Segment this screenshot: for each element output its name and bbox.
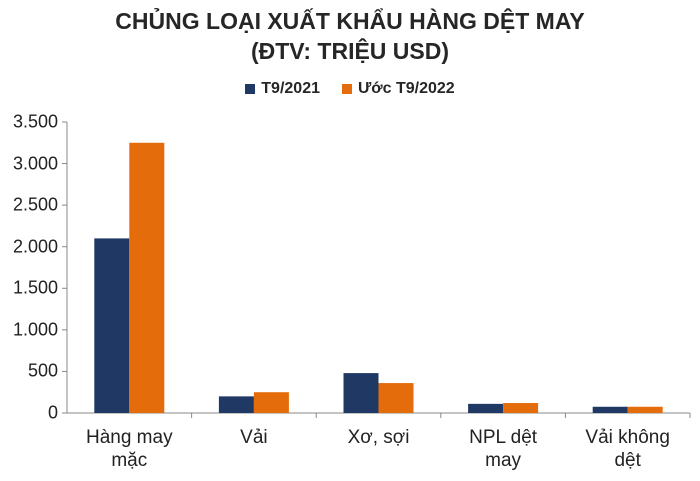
bar <box>503 403 539 413</box>
y-tick-label: 1.000 <box>12 319 58 340</box>
bar <box>94 238 130 413</box>
legend: T9/2021 Ước T9/2022 <box>0 80 700 98</box>
y-tick-label: 3.500 <box>12 111 58 132</box>
bar <box>627 406 663 413</box>
x-tick-label: Vải <box>240 427 268 448</box>
x-tick-label: Hàng may mặc <box>85 427 173 471</box>
bar <box>253 392 289 413</box>
bar <box>592 406 628 413</box>
y-tick-label: 2.000 <box>12 236 58 257</box>
legend-item: Ước T9/2022 <box>342 80 455 98</box>
chart-subtitle: (ĐTV: TRIỆU USD) <box>250 38 450 64</box>
legend-swatch <box>342 84 352 94</box>
y-tick-label: 0 <box>47 402 58 423</box>
legend-swatch <box>245 84 256 94</box>
x-tick-label: NPL dệt may <box>469 427 538 471</box>
bar <box>218 396 254 413</box>
y-tick-label: 500 <box>27 360 58 381</box>
bar <box>378 383 414 413</box>
y-tick-label: 2.500 <box>12 194 58 215</box>
legend-label: Ước T9/2022 <box>358 80 455 97</box>
legend-item: T9/2021 <box>245 80 320 98</box>
bar <box>343 373 379 413</box>
chart-title: CHỦNG LOẠI XUẤT KHẨU HÀNG DỆT MAY <box>115 8 585 34</box>
x-tick-label: Vải không dệt <box>585 427 670 471</box>
x-tick-label: Xơ, sợi <box>347 427 410 448</box>
y-tick-label: 3.000 <box>12 153 58 174</box>
bar <box>129 142 165 414</box>
bar <box>468 403 504 413</box>
y-tick-label: 1.500 <box>12 277 58 298</box>
legend-label: T9/2021 <box>261 80 320 97</box>
